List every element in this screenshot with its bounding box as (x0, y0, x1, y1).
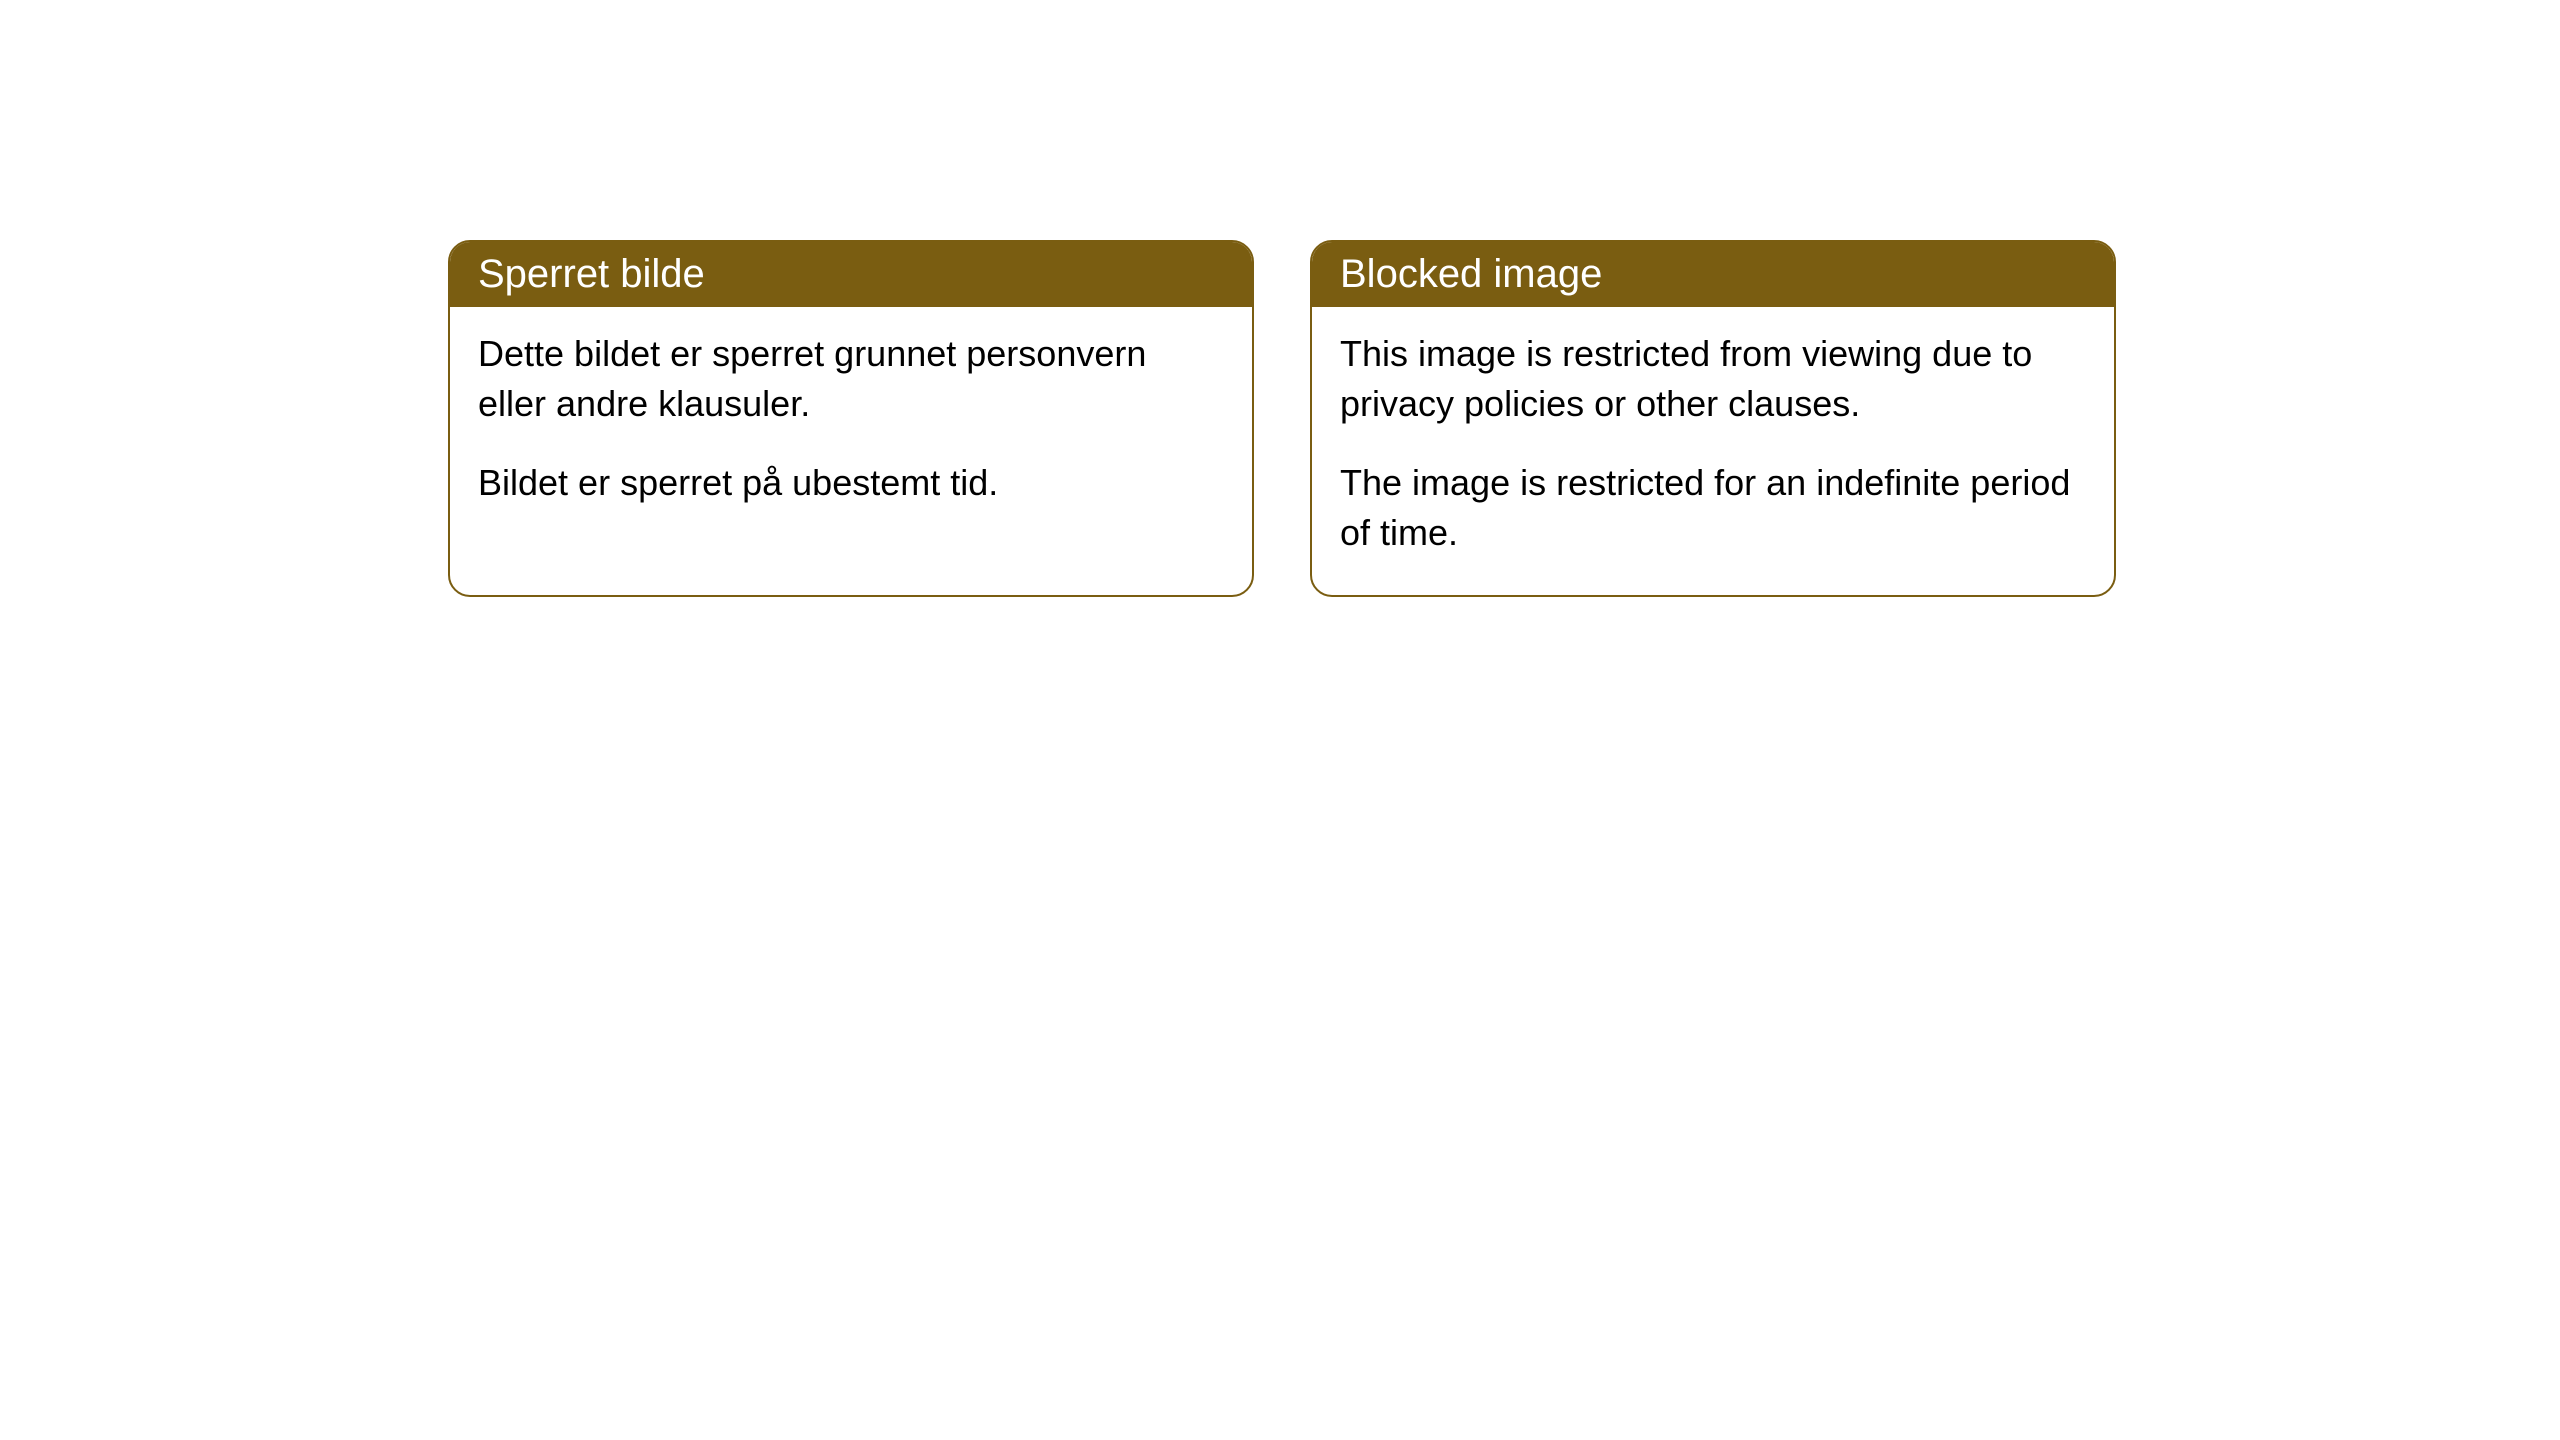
card-body-english: This image is restricted from viewing du… (1312, 307, 2114, 595)
card-paragraph2-norwegian: Bildet er sperret på ubestemt tid. (478, 458, 1224, 508)
card-header-norwegian: Sperret bilde (450, 242, 1252, 307)
card-title-norwegian: Sperret bilde (478, 252, 705, 296)
card-header-english: Blocked image (1312, 242, 2114, 307)
cards-container: Sperret bilde Dette bildet er sperret gr… (448, 240, 2116, 597)
card-norwegian: Sperret bilde Dette bildet er sperret gr… (448, 240, 1254, 597)
card-paragraph1-english: This image is restricted from viewing du… (1340, 329, 2086, 430)
card-paragraph1-norwegian: Dette bildet er sperret grunnet personve… (478, 329, 1224, 430)
card-english: Blocked image This image is restricted f… (1310, 240, 2116, 597)
card-body-norwegian: Dette bildet er sperret grunnet personve… (450, 307, 1252, 544)
card-paragraph2-english: The image is restricted for an indefinit… (1340, 458, 2086, 559)
card-title-english: Blocked image (1340, 252, 1602, 296)
